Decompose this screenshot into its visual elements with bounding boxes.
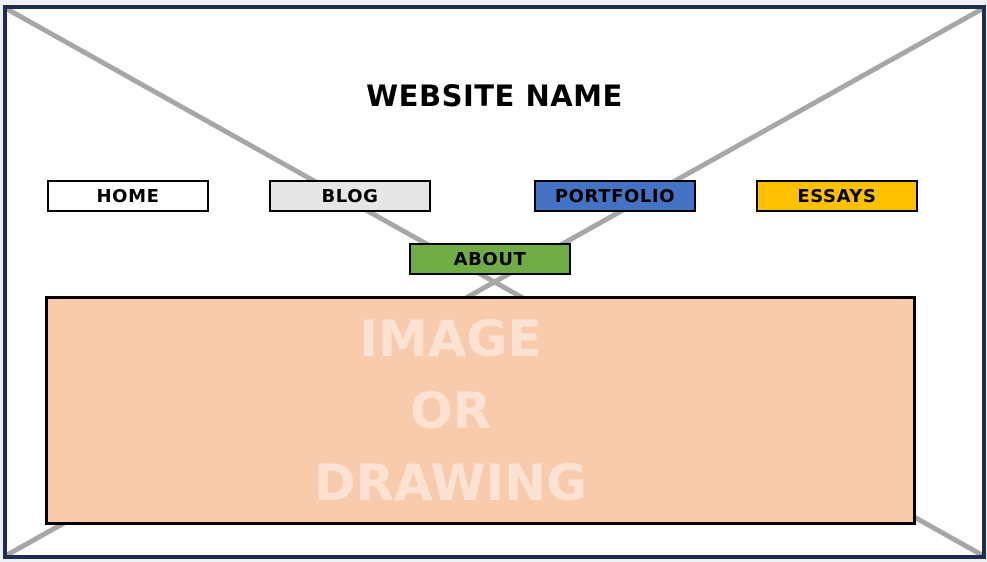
nav-home-button[interactable]: HOME xyxy=(47,180,209,212)
nav-about-button[interactable]: ABOUT xyxy=(409,243,571,275)
hero-line-1: IMAGE xyxy=(359,309,542,368)
nav-blog-button[interactable]: BLOG xyxy=(269,180,431,212)
hero-image-placeholder: IMAGE OR DRAWING xyxy=(45,296,916,525)
wireframe-frame: WEBSITE NAME HOME BLOG PORTFOLIO ESSAYS … xyxy=(3,5,986,559)
website-name-title: WEBSITE NAME xyxy=(366,79,623,113)
hero-line-2: OR xyxy=(409,381,491,440)
hero-line-3: DRAWING xyxy=(313,453,588,512)
nav-essays-button[interactable]: ESSAYS xyxy=(756,180,918,212)
nav-portfolio-button[interactable]: PORTFOLIO xyxy=(534,180,696,212)
